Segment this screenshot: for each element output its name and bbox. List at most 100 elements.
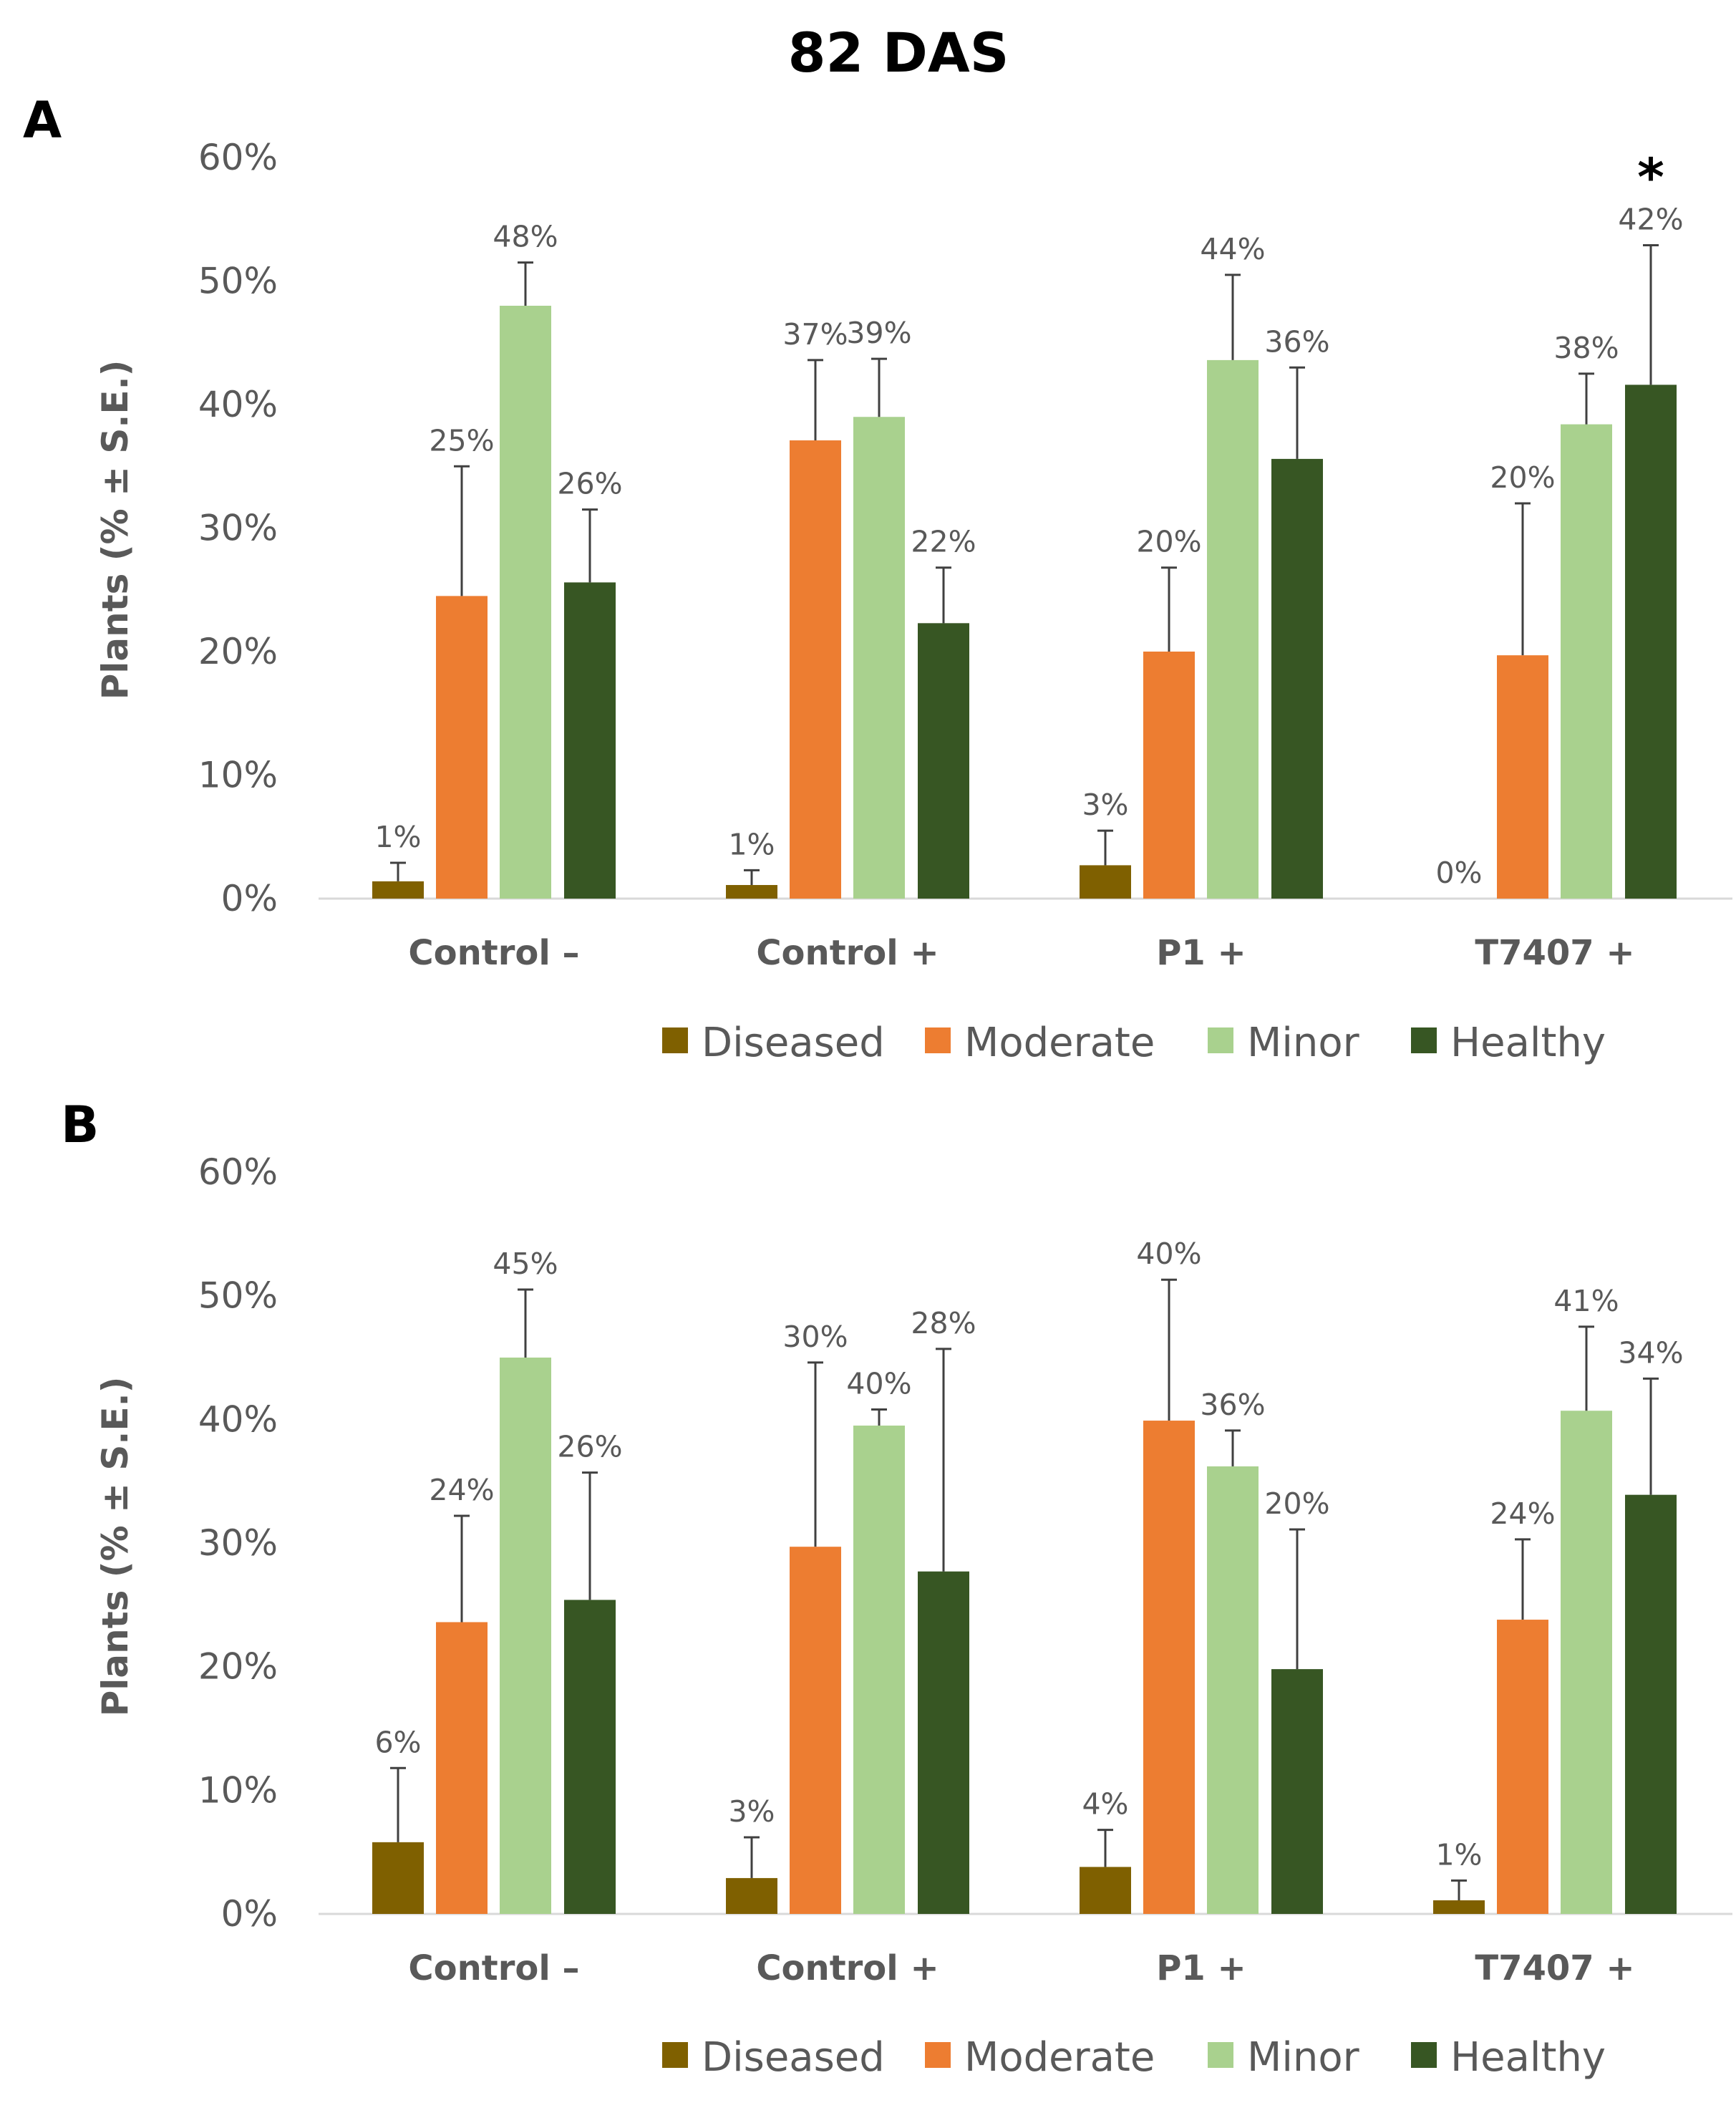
bar-moderate [1143, 652, 1195, 899]
bar-moderate [1143, 1421, 1195, 1914]
data-label: 1% [374, 820, 421, 854]
data-label: 28% [911, 1306, 976, 1340]
x-category-label: Control – [408, 1948, 579, 1988]
bar-healthy [1271, 458, 1323, 899]
data-label: 20% [1136, 525, 1201, 559]
bar-minor [853, 1425, 905, 1914]
legend-swatch-healthy [1411, 1027, 1437, 1053]
panel-letter: B [61, 1096, 99, 1154]
legend-swatch-healthy [1411, 2042, 1437, 2068]
figure-title: 82 DAS [788, 21, 1009, 84]
data-label: 24% [429, 1473, 494, 1507]
x-category-label: Control + [756, 1948, 939, 1988]
data-label: 25% [429, 423, 494, 458]
legend-label: Diseased [702, 2034, 885, 2081]
y-tick-label: 30% [198, 508, 278, 549]
bar-moderate [1497, 655, 1548, 899]
bar-minor [853, 417, 905, 899]
legend-label: Diseased [702, 1020, 885, 1066]
data-label: 38% [1553, 331, 1619, 365]
legend-swatch-diseased [662, 2042, 688, 2068]
x-category-label: T7407 + [1475, 933, 1634, 973]
bar-minor [500, 306, 551, 899]
data-label: 3% [728, 1794, 775, 1829]
panel-letter: A [23, 91, 62, 150]
y-tick-label: 60% [198, 137, 278, 178]
bar-minor [500, 1358, 551, 1914]
data-label: 24% [1490, 1496, 1555, 1531]
bar-healthy [564, 1600, 616, 1914]
x-category-label: T7407 + [1475, 1948, 1634, 1988]
y-tick-label: 20% [198, 631, 278, 672]
legend-label: Moderate [964, 2034, 1155, 2081]
data-label: 26% [557, 1430, 622, 1464]
data-label: 48% [493, 220, 558, 254]
panel-a: A Plants (% ± S.E.) 0% 10% 20% 30% 40% 50% 60%… [23, 91, 1732, 1066]
y-tick-label: 10% [198, 755, 278, 796]
data-label: 39% [846, 316, 911, 350]
bar-diseased [372, 881, 424, 899]
legend-swatch-minor [1208, 1027, 1233, 1053]
bar-moderate [436, 1622, 488, 1914]
bar-diseased [1080, 1867, 1131, 1914]
bar-healthy [1625, 385, 1677, 899]
data-label: 40% [846, 1367, 911, 1401]
bar-moderate [1497, 1620, 1548, 1914]
bar-diseased [726, 1877, 777, 1914]
legend-label: Healthy [1450, 1020, 1606, 1066]
panel-b: B Plants (% ± S.E.) 0% 10% 20% 30% 40% 50% 60%… [61, 1096, 1732, 2081]
data-label: 37% [782, 317, 848, 352]
data-label: 20% [1264, 1486, 1329, 1521]
y-axis-label: Plants (% ± S.E.) [94, 360, 136, 700]
legend-swatch-moderate [925, 1027, 951, 1053]
y-tick-label: 50% [198, 1275, 278, 1317]
x-category-label: P1 + [1156, 933, 1246, 973]
data-label: 1% [1435, 1837, 1482, 1872]
bar-minor [1207, 359, 1259, 899]
bar-diseased [1080, 865, 1131, 899]
bar-diseased [372, 1842, 424, 1914]
data-label: 41% [1553, 1284, 1619, 1318]
x-category-label: Control – [408, 933, 579, 973]
bar-diseased [1433, 1900, 1485, 1914]
data-label: 3% [1082, 788, 1128, 822]
x-category-label: Control + [756, 933, 939, 973]
data-label: 40% [1136, 1237, 1201, 1271]
bar-minor [1207, 1466, 1259, 1914]
legend-swatch-diseased [662, 1027, 688, 1053]
legend-label: Minor [1247, 1020, 1360, 1066]
x-category-label: P1 + [1156, 1948, 1246, 1988]
bar-healthy [1625, 1494, 1677, 1914]
y-tick-label: 20% [198, 1646, 278, 1688]
data-label: 34% [1618, 1335, 1683, 1370]
data-label: 0% [1435, 856, 1482, 890]
bar-moderate [436, 596, 488, 899]
bar-diseased [726, 885, 777, 899]
bar-minor [1561, 1411, 1612, 1914]
y-tick-label: 50% [198, 261, 278, 302]
legend-label: Healthy [1450, 2034, 1606, 2081]
bar-healthy [564, 582, 616, 899]
y-tick-label: 60% [198, 1151, 278, 1193]
data-label: 36% [1264, 324, 1329, 359]
bar-moderate [790, 440, 841, 899]
data-label: 44% [1200, 232, 1265, 266]
bar-healthy [918, 1571, 969, 1914]
legend-label: Minor [1247, 2034, 1360, 2081]
data-label: 30% [782, 1320, 848, 1354]
data-label: 20% [1490, 460, 1555, 495]
bar-healthy [918, 623, 969, 899]
legend-label: Moderate [964, 1020, 1155, 1066]
y-tick-label: 30% [198, 1522, 278, 1564]
data-label: 26% [557, 467, 622, 501]
y-tick-label: 0% [221, 1893, 278, 1935]
legend-swatch-minor [1208, 2042, 1233, 2068]
data-label: 4% [1082, 1787, 1128, 1822]
bar-healthy [1271, 1669, 1323, 1914]
bar-moderate [790, 1547, 841, 1914]
data-label: 36% [1200, 1388, 1265, 1422]
y-tick-label: 40% [198, 384, 278, 425]
bar-minor [1561, 424, 1612, 899]
data-label: 45% [493, 1247, 558, 1281]
